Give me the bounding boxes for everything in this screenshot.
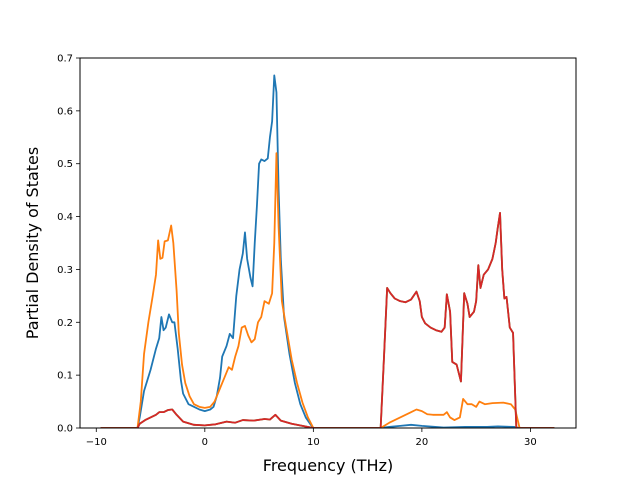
y-tick-label: 0.7 xyxy=(57,54,73,65)
x-axis: −10 0 10 20 30 xyxy=(86,428,537,448)
y-tick-label: 0.1 xyxy=(57,371,73,382)
y-tick-label: 0.4 xyxy=(57,212,73,223)
x-tick-label: 30 xyxy=(524,437,537,448)
x-tick-label: 20 xyxy=(416,437,429,448)
y-axis-title: Partial Density of States xyxy=(23,147,42,339)
y-tick-label: 0.6 xyxy=(57,106,73,117)
y-tick-label: 0.3 xyxy=(57,265,73,276)
series-line-2 xyxy=(100,152,555,428)
y-tick-label: 0.2 xyxy=(57,318,73,329)
y-axis: 0.0 0.1 0.2 0.3 0.4 0.5 0.6 0.7 xyxy=(57,54,80,435)
x-tick-label: 10 xyxy=(307,437,320,448)
x-tick-label: −10 xyxy=(86,437,107,448)
y-tick-label: 0.5 xyxy=(57,159,73,170)
x-axis-title: Frequency (THz) xyxy=(263,456,393,475)
y-tick-label: 0.0 xyxy=(57,424,73,435)
series-line-4 xyxy=(100,211,555,428)
plot-frame xyxy=(79,57,577,429)
x-tick-label: 0 xyxy=(202,437,208,448)
